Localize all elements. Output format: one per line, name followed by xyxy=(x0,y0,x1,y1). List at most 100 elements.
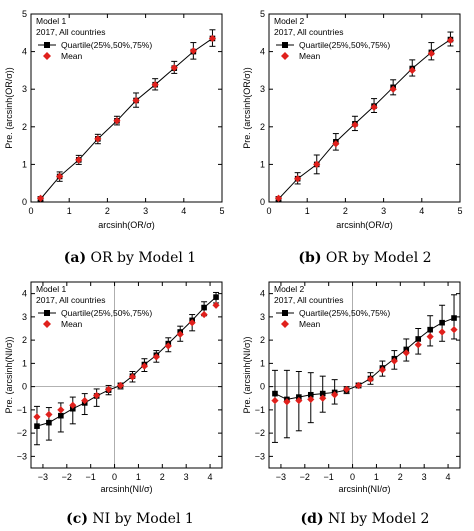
mean-point xyxy=(57,406,65,414)
x-tick-label: −1 xyxy=(324,472,334,482)
plot-frame xyxy=(30,281,223,469)
x-tick-label: 3 xyxy=(381,206,386,216)
y-tick-label: 0 xyxy=(22,382,27,392)
quartile-median-point xyxy=(427,326,433,333)
x-axis-label: arcsinh(OR/σ) xyxy=(98,220,155,230)
legend-quartile-marker xyxy=(44,310,50,316)
mean-point xyxy=(113,117,121,125)
mean-point xyxy=(271,396,279,405)
quartile-median-point xyxy=(439,319,445,326)
mean-point xyxy=(313,160,321,168)
mean-point xyxy=(189,47,197,55)
x-tick-label: 1 xyxy=(67,206,72,216)
mean-point xyxy=(366,375,375,383)
mean-point xyxy=(188,319,196,327)
mean-point xyxy=(378,366,387,374)
mean-point xyxy=(426,333,434,341)
quartile-median-point xyxy=(451,315,457,321)
mean-point xyxy=(151,81,159,89)
x-axis-label: arcsinh(OR/σ) xyxy=(336,220,393,230)
x-axis-label: arcsinh(NI/σ) xyxy=(338,484,390,494)
mean-point xyxy=(342,385,351,394)
y-tick-label: 0 xyxy=(22,197,27,207)
mean-point xyxy=(427,49,435,58)
caption-text: NI by Model 2 xyxy=(324,511,430,527)
chart-panel-1: 0 1 2 3 4 5 0 1 2 3 4 5 arcsinh(OR/σ) Pre. (arcsinh(O… xyxy=(4,9,225,266)
legend-quartile-label: Quartile(25%,50%,75%) xyxy=(61,40,152,50)
mean-point xyxy=(36,194,45,202)
y-tick-label: 5 xyxy=(22,9,27,19)
mean-point xyxy=(402,349,410,357)
chart-panel-3: −3 −2 −1 0 1 2 3 4 −3 −2 −1 0 1 2 3 4 arcsinh(NI/σ) Pre. … xyxy=(4,281,223,527)
x-tick-label: 0 xyxy=(28,206,33,216)
x-tick-label: −2 xyxy=(62,472,72,482)
mean-point xyxy=(331,391,339,399)
y-tick-label: −1 xyxy=(17,405,27,415)
mean-point xyxy=(295,396,303,405)
x-tick-label: 0 xyxy=(350,472,355,482)
mean-point xyxy=(164,342,172,350)
legend-title-year: 2017, All countries xyxy=(274,295,343,305)
y-axis-label: Pre. (arcsinh(OR/σ)) xyxy=(242,67,252,149)
x-tick-label: 4 xyxy=(208,472,213,482)
y-tick-label: 1 xyxy=(22,159,27,169)
mean-point xyxy=(208,34,217,43)
y-tick-label: 4 xyxy=(22,289,27,299)
legend-title-model: Model 2 xyxy=(274,16,305,26)
y-tick-label: 3 xyxy=(260,84,265,94)
quartile-median-point xyxy=(415,336,422,342)
y-tick-label: 4 xyxy=(260,289,265,299)
legend-mean-label: Mean xyxy=(61,319,83,329)
y-tick-label: −1 xyxy=(255,405,265,415)
y-tick-label: 4 xyxy=(260,47,265,57)
legend-mean-marker xyxy=(43,52,51,60)
legend-quartile-label: Quartile(25%,50%,75%) xyxy=(299,40,390,50)
legend-quartile-marker xyxy=(282,42,288,48)
chart-panel-2: 0 1 2 3 4 5 0 1 2 3 4 5 arcsinh(OR/σ) Pre. (arcsinh(O… xyxy=(242,9,463,266)
legend-title-year: 2017, All countries xyxy=(36,295,105,305)
caption-id: (a) xyxy=(64,250,86,266)
legend-title-year: 2017, All countries xyxy=(36,27,105,37)
x-tick-label: −1 xyxy=(86,472,96,482)
mean-point xyxy=(332,140,340,148)
x-tick-label: −3 xyxy=(38,472,48,482)
legend-quartile-marker xyxy=(44,42,50,48)
legend-title-model: Model 2 xyxy=(274,284,305,294)
mean-point xyxy=(45,410,53,419)
y-tick-label: −2 xyxy=(17,428,27,438)
caption-text: OR by Model 2 xyxy=(321,250,431,266)
quartile-median-line xyxy=(40,38,213,200)
legend-title-year: 2017, All countries xyxy=(274,27,343,37)
y-tick-label: 3 xyxy=(260,312,265,322)
mean-point xyxy=(33,413,41,421)
y-tick-label: 5 xyxy=(260,9,265,19)
y-tick-label: 2 xyxy=(260,335,265,345)
x-tick-label: 2 xyxy=(160,472,165,482)
legend-mean-marker xyxy=(281,52,289,60)
mean-point xyxy=(128,373,137,381)
y-axis-label: Pre. (arcsinh(OR/σ)) xyxy=(4,67,14,149)
x-tick-label: 0 xyxy=(266,206,271,216)
legend-quartile-marker xyxy=(282,310,288,316)
legend-quartile-label: Quartile(25%,50%,75%) xyxy=(61,308,152,318)
x-tick-label: −2 xyxy=(300,472,310,482)
x-tick-label: 2 xyxy=(105,206,110,216)
mean-point xyxy=(274,194,283,202)
panel-caption: (d) NI by Model 2 xyxy=(301,511,430,527)
quartile-median-point xyxy=(307,391,314,398)
caption-id: (b) xyxy=(298,250,321,266)
y-tick-label: 3 xyxy=(22,312,27,322)
mean-point xyxy=(56,172,64,181)
x-tick-label: 3 xyxy=(422,472,427,482)
legend-title-model: Model 1 xyxy=(36,16,67,26)
quartile-median-point xyxy=(201,304,207,311)
panel-caption: (b) OR by Model 2 xyxy=(298,250,431,266)
y-tick-label: 2 xyxy=(22,122,27,132)
mean-point xyxy=(212,301,220,309)
mean-point xyxy=(408,66,416,74)
mean-point xyxy=(354,381,363,390)
plot-frame xyxy=(30,13,223,203)
mean-point xyxy=(307,395,315,404)
y-tick-label: −3 xyxy=(17,451,27,461)
mean-point xyxy=(414,341,422,349)
